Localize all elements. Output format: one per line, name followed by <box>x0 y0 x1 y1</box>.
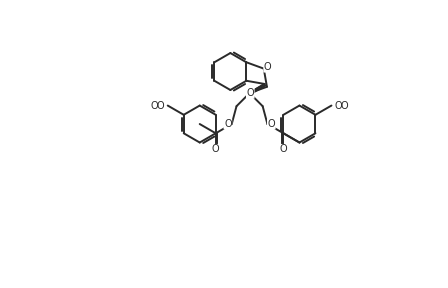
Text: O: O <box>267 119 275 129</box>
Text: O: O <box>212 145 220 154</box>
Text: O: O <box>280 145 287 154</box>
Text: O: O <box>335 101 342 111</box>
Text: O: O <box>341 101 349 111</box>
Text: O: O <box>224 119 232 129</box>
Text: O: O <box>157 101 164 111</box>
Text: O: O <box>246 88 254 98</box>
Text: O: O <box>264 62 271 72</box>
Text: O: O <box>151 101 159 111</box>
